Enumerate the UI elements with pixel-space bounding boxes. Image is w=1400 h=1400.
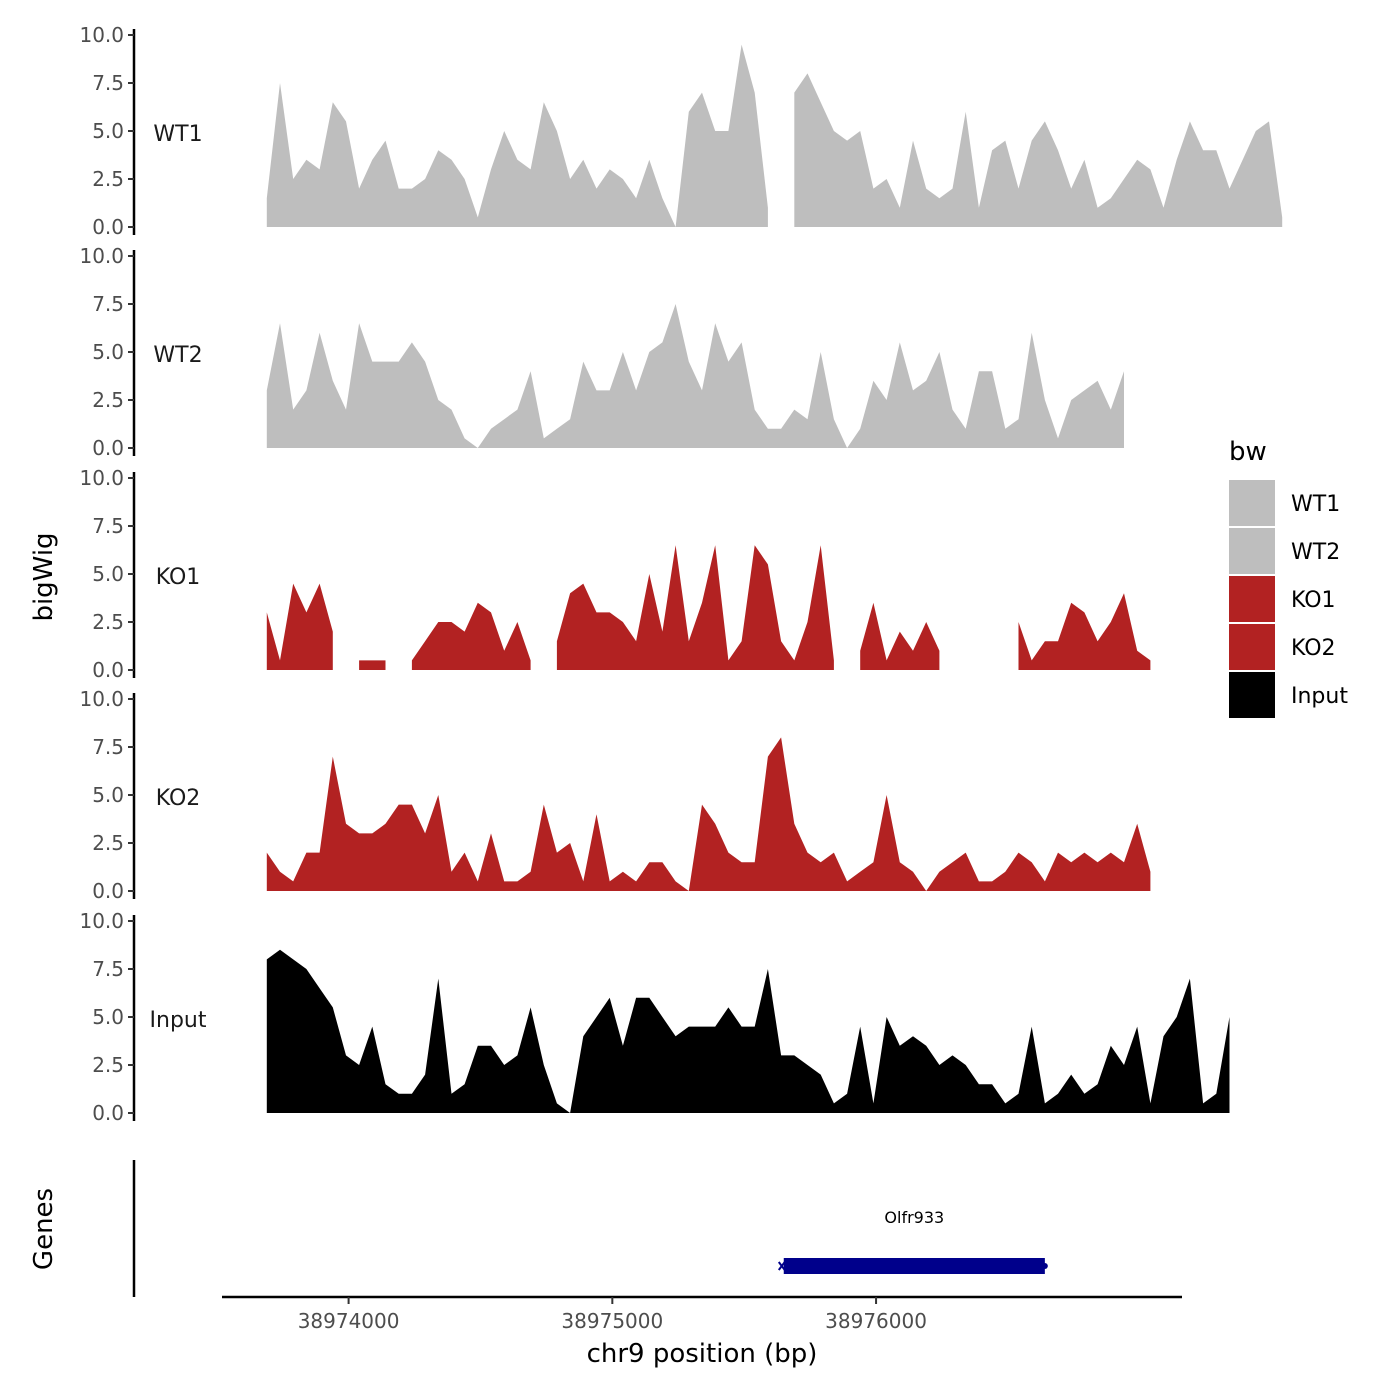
x-axis-title: chr9 position (bp) xyxy=(587,1339,818,1369)
x-tick-label: 38976000 xyxy=(825,1309,927,1333)
legend-swatch xyxy=(1229,528,1275,574)
gene-end-marker xyxy=(1041,1263,1048,1269)
y-tick-label: 7.5 xyxy=(92,292,124,316)
genes-axis-title: Genes xyxy=(29,1188,59,1270)
track-ko1: 0.0 2.5 5.0 7.5 10.0 KO1 xyxy=(79,466,1151,682)
y-tick-label: 5.0 xyxy=(92,340,124,364)
legend-item-wt1: WT1 xyxy=(1229,480,1340,526)
x-tick-label: 38974000 xyxy=(298,1309,400,1333)
legend-label: Input xyxy=(1291,684,1348,709)
y-tick-label: 2.5 xyxy=(92,388,124,412)
tracks-group: 0.02.55.07.510.0WT10.02.55.07.510.0WT20.… xyxy=(79,23,1283,1125)
y-tick-label: 7.5 xyxy=(92,735,124,759)
y-tick-label: 10.0 xyxy=(79,687,124,711)
track-label: KO2 xyxy=(156,786,201,811)
track-label: Input xyxy=(150,1008,207,1033)
coverage-area xyxy=(556,545,834,670)
y-tick-label: 2.5 xyxy=(92,610,124,634)
coverage-area xyxy=(359,660,386,670)
gene-olfr933: Olfr933 xyxy=(777,1208,1048,1274)
y-tick-label: 7.5 xyxy=(92,514,124,538)
genes-panel: Olfr933 xyxy=(132,1160,1048,1297)
y-tick-label: 2.5 xyxy=(92,1053,124,1077)
gene-label: Olfr933 xyxy=(884,1208,944,1227)
legend-swatch xyxy=(1229,672,1275,718)
y-tick-label: 2.5 xyxy=(92,831,124,855)
track-ko2: 0.0 2.5 5.0 7.5 10.0 KO2 xyxy=(79,687,1151,903)
x-axis: 38974000 38975000 38976000 xyxy=(222,1295,1182,1333)
coverage-area xyxy=(266,44,768,227)
coverage-area xyxy=(794,73,1283,228)
y-tick-label: 5.0 xyxy=(92,783,124,807)
y-tick-label: 0.0 xyxy=(92,658,124,682)
y-tick-label: 7.5 xyxy=(92,71,124,95)
legend-swatch xyxy=(1229,576,1275,622)
y-tick-label: 10.0 xyxy=(79,244,124,268)
gene-body xyxy=(783,1258,1045,1274)
y-tick-label: 5.0 xyxy=(92,1005,124,1029)
legend: WT1 WT2 KO1 KO2 Input xyxy=(1229,480,1348,718)
y-tick-label: 0.0 xyxy=(92,436,124,460)
legend-item-input: Input xyxy=(1229,672,1348,718)
legend-title: bw xyxy=(1229,437,1267,467)
coverage-area xyxy=(411,602,531,670)
y-tick-label: 0.0 xyxy=(92,879,124,903)
legend-label: KO1 xyxy=(1291,588,1336,613)
legend-item-ko2: KO2 xyxy=(1229,624,1336,670)
y-tick-label: 5.0 xyxy=(92,562,124,586)
y-tick-label: 0.0 xyxy=(92,215,124,239)
track-input: 0.0 2.5 5.0 7.5 10.0 Input xyxy=(79,909,1230,1125)
coverage-area xyxy=(266,949,1230,1113)
gene-start-marker xyxy=(777,1261,786,1271)
legend-item-ko1: KO1 xyxy=(1229,576,1336,622)
y-tick-label: 10.0 xyxy=(79,909,124,933)
track-wt2: 0.0 2.5 5.0 7.5 10.0 WT2 xyxy=(79,244,1124,460)
legend-label: WT1 xyxy=(1291,492,1340,517)
coverage-area xyxy=(266,304,1124,448)
track-wt1: 0.0 2.5 5.0 7.5 10.0 WT1 xyxy=(79,23,1283,239)
coverage-area xyxy=(860,602,940,670)
legend-item-wt2: WT2 xyxy=(1229,528,1340,574)
y-tick-label: 10.0 xyxy=(79,466,124,490)
y-axis-title: bigWig xyxy=(29,532,59,621)
coverage-area xyxy=(266,737,1151,891)
track-label: WT2 xyxy=(153,343,202,368)
track-label: KO1 xyxy=(156,565,201,590)
y-tick-label: 2.5 xyxy=(92,167,124,191)
legend-label: WT2 xyxy=(1291,540,1340,565)
coverage-area xyxy=(1018,593,1151,670)
legend-swatch xyxy=(1229,480,1275,526)
y-tick-label: 7.5 xyxy=(92,957,124,981)
y-tick-label: 10.0 xyxy=(79,23,124,47)
legend-swatch xyxy=(1229,624,1275,670)
track-label: WT1 xyxy=(153,122,202,147)
x-tick-label: 38975000 xyxy=(561,1309,663,1333)
y-tick-label: 0.0 xyxy=(92,1101,124,1125)
y-tick-label: 5.0 xyxy=(92,119,124,143)
coverage-area xyxy=(266,583,333,670)
legend-label: KO2 xyxy=(1291,636,1336,661)
